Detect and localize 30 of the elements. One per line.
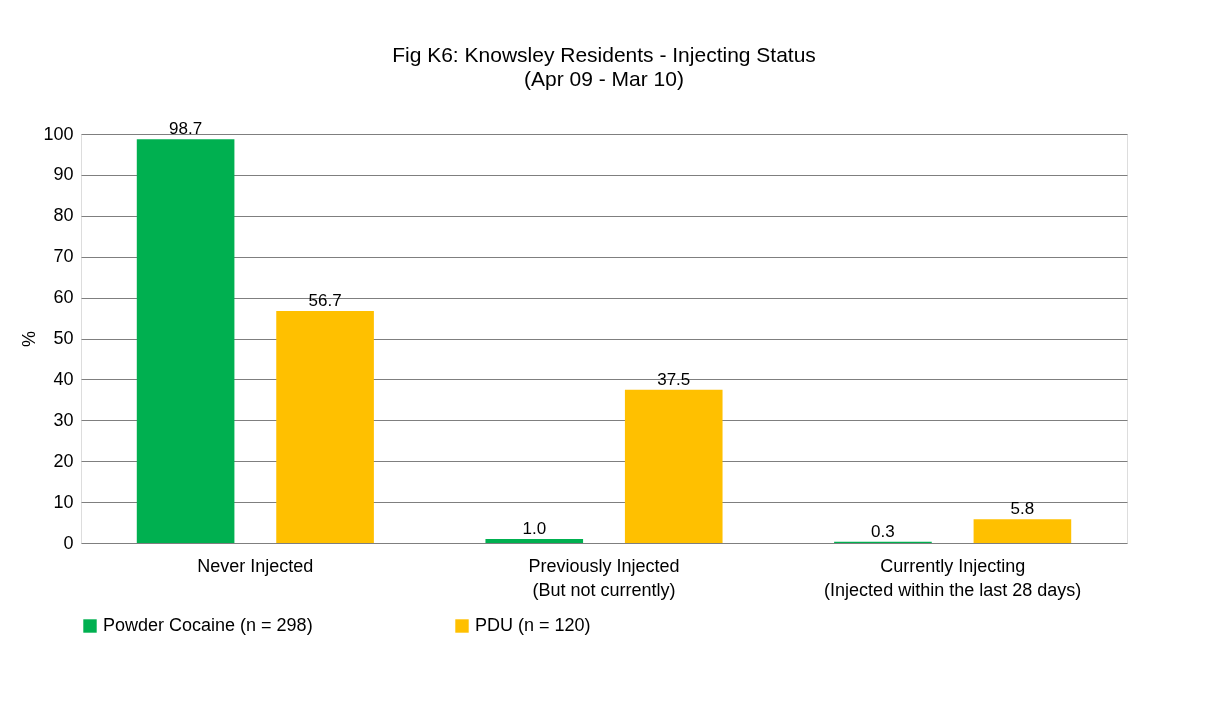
legend-label: Powder Cocaine (n = 298) <box>103 615 313 635</box>
y-tick-label: 0 <box>63 532 74 553</box>
bar <box>276 311 374 543</box>
data-label: 56.7 <box>308 291 342 311</box>
bar <box>973 519 1072 543</box>
x-tick-label: Previously Injected (But not currently) <box>528 555 680 600</box>
y-tick-label: 60 <box>53 287 74 308</box>
y-tick-label: 40 <box>53 368 74 389</box>
y-tick-label: 20 <box>53 450 74 471</box>
bar <box>136 139 235 543</box>
data-label: 5.8 <box>1010 499 1035 519</box>
data-label: 37.5 <box>657 369 691 389</box>
data-label: 1.0 <box>522 518 547 538</box>
legend-label: PDU (n = 120) <box>475 615 591 635</box>
y-tick-label: 80 <box>53 205 74 226</box>
bar <box>624 389 723 543</box>
y-tick-label: 70 <box>53 246 74 267</box>
bar <box>485 538 584 543</box>
y-tick-label: 100 <box>43 123 74 144</box>
data-label: 0.3 <box>871 521 895 541</box>
y-tick-label: 90 <box>53 164 74 185</box>
chart-subtitle: (Apr 09 - Mar 10) <box>524 67 684 91</box>
y-tick-label: 30 <box>53 409 74 430</box>
x-tick-label: Never Injected <box>197 555 314 576</box>
y-tick-label: 50 <box>53 328 74 348</box>
x-tick-label: Currently Injecting (Injected within the last 28 days) <box>824 555 1082 600</box>
y-tick-label: 10 <box>53 491 74 512</box>
data-label: 98.7 <box>169 119 203 139</box>
chart-title: Fig K6: Knowsley Residents - Injecting Status <box>392 43 816 67</box>
y-axis-title: % <box>19 330 40 348</box>
